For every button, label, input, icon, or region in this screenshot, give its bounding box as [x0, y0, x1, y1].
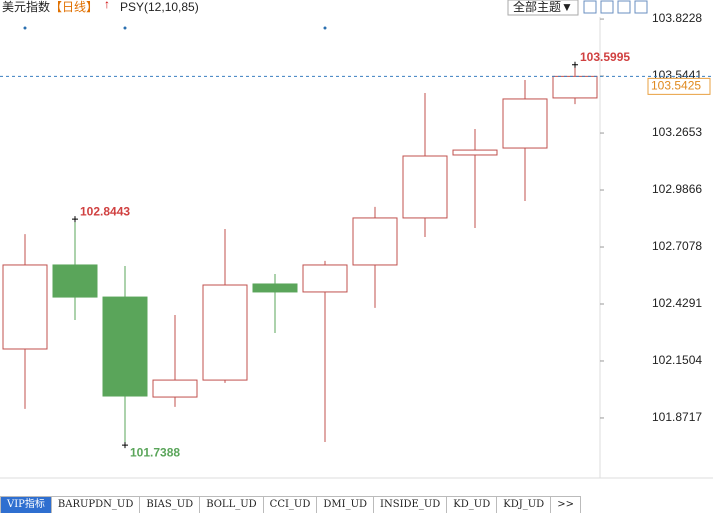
candle-body [402, 155, 448, 219]
tab[interactable]: KD_UD [446, 496, 498, 513]
y-tick-label: 102.4291 [652, 296, 702, 310]
price-box [647, 77, 711, 95]
y-tick-label: 103.2653 [652, 125, 702, 139]
signal-dot [323, 26, 327, 30]
signal-dot [123, 26, 127, 30]
tab[interactable]: VIP指标 [0, 496, 52, 513]
indicator: PSY(12,10,85) [120, 0, 199, 14]
candle-body [52, 264, 98, 298]
y-tick-label: 103.8228 [652, 11, 702, 25]
period: 【日线】 [50, 0, 98, 14]
tab[interactable]: INSIDE_UD [373, 496, 448, 513]
candle-body [252, 283, 298, 293]
extreme-marker [572, 61, 578, 68]
candle-body [102, 296, 148, 397]
tab[interactable]: BIAS_UD [139, 496, 201, 513]
toolbar [583, 0, 648, 14]
tab[interactable]: BARUPDN_UD [50, 496, 141, 513]
tool[interactable] [634, 0, 648, 14]
tab[interactable]: DMI_UD [316, 496, 375, 513]
extreme-marker [122, 442, 128, 449]
tab[interactable]: >> [550, 496, 581, 513]
candle-body [302, 264, 348, 293]
candle-body [152, 379, 198, 398]
price-label: 103.5425 [651, 79, 701, 93]
y-tick-label: 102.7078 [652, 239, 702, 253]
title: 美元指数 [2, 0, 50, 14]
theme-button[interactable]: 全部主题▼ [513, 0, 573, 14]
y-tick-label: 101.8717 [652, 410, 702, 424]
high-label: 102.8443 [80, 204, 130, 218]
candle-body [502, 98, 548, 149]
arrow-icon: ↑ [104, 0, 110, 11]
candle-body [2, 264, 48, 350]
tab[interactable]: CCI_UD [262, 496, 318, 513]
tab[interactable]: BOLL_UD [199, 496, 264, 513]
signal-dot [23, 26, 27, 30]
tool[interactable] [617, 0, 631, 14]
extreme-marker [72, 216, 78, 223]
candle-body [352, 217, 398, 266]
tab-bar: VIP指标 BARUPDN_UD BIAS_UD BOLL_UD CCI_UD DMI_U… [0, 496, 713, 513]
tool[interactable] [583, 0, 597, 14]
y-tick-label: 102.1504 [652, 353, 702, 367]
candle-body [552, 75, 598, 99]
y-tick-label: 102.9866 [652, 182, 702, 196]
low-label: 101.7388 [130, 445, 180, 459]
tab[interactable]: KDJ_UD [496, 496, 552, 513]
candle-body [452, 149, 498, 156]
tool[interactable] [600, 0, 614, 14]
candle-body [202, 284, 248, 381]
chart: 美元指数 【日线】 ↑ PSY(12,10,85) 全部主题▼ 101.8717… [0, 0, 713, 479]
theme-button-box[interactable] [507, 0, 579, 16]
high-label: 103.5995 [580, 50, 630, 64]
